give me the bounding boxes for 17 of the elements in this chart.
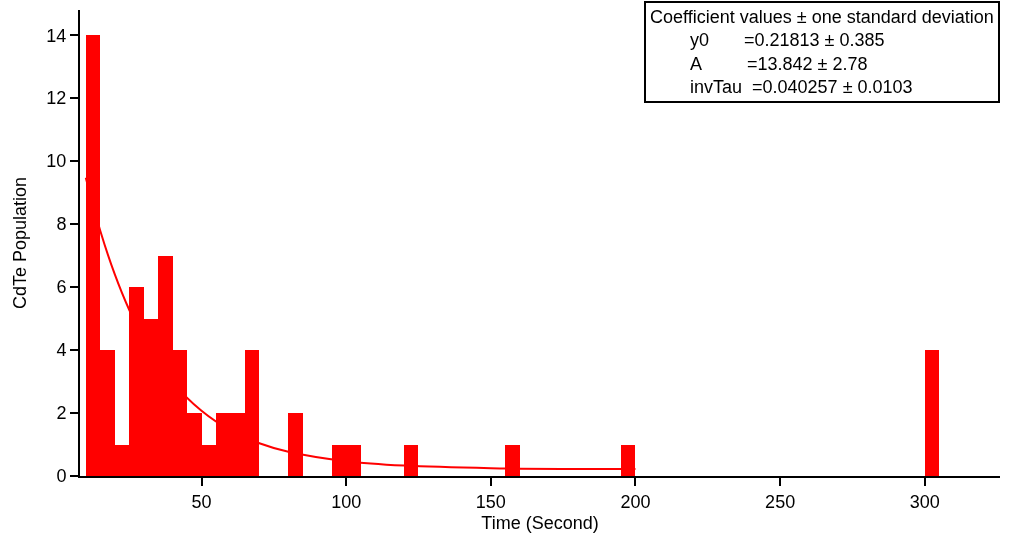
y-tick-label: 6: [56, 277, 67, 298]
x-tick-label: 50: [191, 491, 212, 512]
y-tick-label: 14: [46, 25, 67, 46]
annotation: Coefficient values ± one standard deviation y0 =0.21813 ± 0.385 A =13.842 ± 2.78 invTau =0.040257 ± 0.0103: [650, 7, 994, 98]
x-tick-label: 150: [475, 491, 506, 512]
y-tick-label: 2: [56, 403, 67, 424]
y-tick-label: 4: [56, 340, 67, 361]
x-tick-label: 300: [909, 491, 940, 512]
y-tick-label: 8: [56, 214, 67, 235]
x-tick-label: 200: [620, 491, 651, 512]
x-axis-title: Time (Second): [481, 513, 599, 534]
y-tick-label: 10: [46, 151, 67, 172]
y-tick-label: 0: [56, 466, 67, 487]
x-tick-label: 250: [765, 491, 796, 512]
y-tick-label: 12: [46, 88, 67, 109]
y-axis-title: CdTe Population: [10, 176, 31, 310]
x-tick-label: 100: [331, 491, 362, 512]
